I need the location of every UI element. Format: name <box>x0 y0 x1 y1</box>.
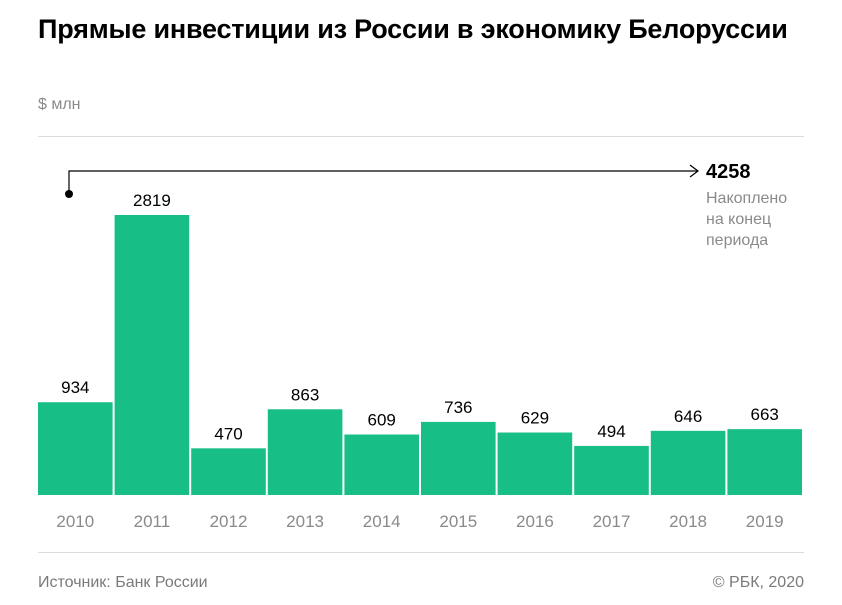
x-tick-label-2012: 2012 <box>210 512 248 531</box>
annotation-text-line: на конец <box>706 211 771 228</box>
value-label-2013: 863 <box>291 385 319 404</box>
unit-label: $ млн <box>38 96 81 113</box>
value-label-2017: 494 <box>597 422 625 441</box>
value-label-2014: 609 <box>368 411 396 430</box>
value-label-2019: 663 <box>751 405 779 424</box>
bar-2010 <box>38 402 113 495</box>
x-tick-label-2010: 2010 <box>56 512 94 531</box>
annotation-text-line: периода <box>706 232 768 249</box>
bar-2017 <box>574 445 649 495</box>
x-tick-label-2018: 2018 <box>669 512 707 531</box>
bar-2016 <box>497 432 573 495</box>
x-tick-label-2014: 2014 <box>363 512 401 531</box>
value-label-2018: 646 <box>674 407 702 426</box>
bottom-divider <box>38 552 804 553</box>
chart-title: Прямые инвестиции из России в экономику … <box>38 14 788 44</box>
value-label-2011: 2819 <box>133 191 171 210</box>
copyright-note: © РБК, 2020 <box>712 574 804 591</box>
x-tick-label-2011: 2011 <box>134 512 171 531</box>
annotation-text-line: Накоплено <box>706 190 787 207</box>
x-tick-label-2016: 2016 <box>516 512 554 531</box>
bar-2018 <box>650 430 726 495</box>
value-label-2010: 934 <box>61 378 89 397</box>
x-tick-label-2017: 2017 <box>593 512 631 531</box>
annotation-arrow-head <box>689 164 699 178</box>
bar-2015 <box>421 421 496 495</box>
x-tick-label-2015: 2015 <box>439 512 477 531</box>
bar-2019 <box>727 429 802 495</box>
bar-2014 <box>344 434 419 495</box>
x-tick-label-2019: 2019 <box>746 512 784 531</box>
value-label-2016: 629 <box>521 409 549 428</box>
top-divider <box>38 136 804 137</box>
source-note: Источник: Банк России <box>38 574 208 591</box>
value-label-2015: 736 <box>444 398 472 417</box>
bar-2013 <box>267 409 343 495</box>
value-label-2012: 470 <box>214 424 242 443</box>
annotation-connector-line <box>68 170 697 194</box>
bar-2012 <box>191 448 266 495</box>
annotation-value: 4258 <box>706 161 751 183</box>
x-tick-label-2013: 2013 <box>286 512 324 531</box>
bar-2011 <box>114 215 190 495</box>
